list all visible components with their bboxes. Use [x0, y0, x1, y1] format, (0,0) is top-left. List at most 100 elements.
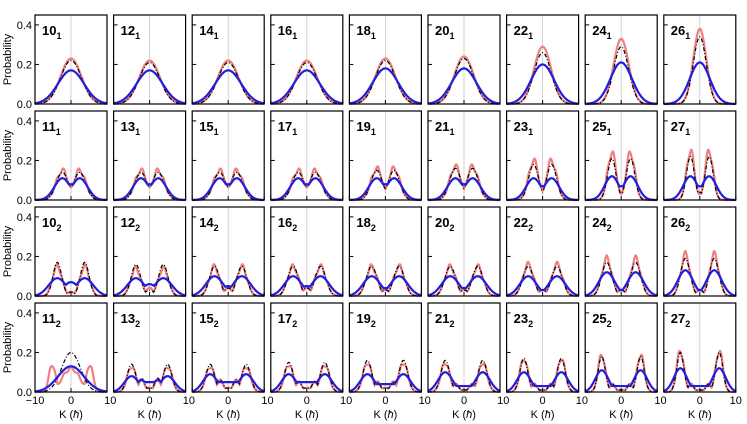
panel-label: 271	[671, 119, 690, 137]
y-axis-title: Probability	[2, 129, 14, 181]
panel-label-subscript: 1	[56, 31, 61, 41]
panel-label-number: 12	[121, 215, 135, 230]
panel-label-number: 23	[514, 119, 528, 134]
panel-label-number: 20	[435, 23, 449, 38]
series-blue-line	[663, 175, 736, 202]
series-blue-line	[191, 373, 265, 393]
panel-label-number: 17	[278, 311, 292, 326]
series-pink-line	[192, 263, 265, 298]
series-black-line	[428, 167, 500, 201]
panel-label: 252	[592, 311, 611, 329]
x-tick-label: 10	[340, 395, 352, 407]
panel-label-number: 25	[592, 311, 606, 326]
panel-26-2: 262	[663, 206, 737, 298]
panel-label: 182	[356, 215, 375, 233]
x-axis-title: K (ħ)	[688, 409, 712, 421]
series-blue-line	[584, 271, 658, 297]
y-axis-title: Probability	[2, 33, 14, 85]
panel-label: 201	[435, 23, 454, 41]
series-black-line	[192, 61, 265, 105]
panel-label-subscript: 1	[135, 127, 140, 137]
x-tick-label: 0	[697, 395, 703, 407]
x-axis-title-text: K (	[452, 409, 466, 421]
panel-25-1: 251	[584, 110, 658, 202]
y-axis-title: Probability	[2, 321, 14, 373]
series-blue-line	[113, 177, 186, 202]
x-tick-label: 0	[68, 395, 74, 407]
panel-15-1: 151	[191, 110, 265, 202]
panel-label: 131	[121, 119, 140, 137]
series-blue-line	[506, 177, 579, 202]
x-axis-title-text: K (	[609, 409, 623, 421]
panel-12-2: 122	[112, 206, 187, 298]
series-pink-line	[349, 263, 422, 298]
y-tick-label: 0.2	[17, 59, 32, 71]
panel-18-1: 181	[348, 14, 422, 106]
x-axis-title: K (ħ)	[59, 409, 83, 421]
panel-label-subscript: 2	[135, 223, 140, 233]
panel-label-number: 23	[514, 311, 528, 326]
panel-label: 261	[671, 23, 690, 41]
series-black-line	[192, 265, 265, 297]
x-tick-label: 10	[183, 395, 195, 407]
series-blue-line	[270, 373, 344, 393]
panel-label-subscript: 1	[292, 31, 297, 41]
panel-15-2: 152	[191, 302, 265, 394]
x-axis-title-unit: ħ	[545, 409, 551, 421]
panel-label-number: 13	[121, 119, 135, 134]
x-axis-title-unit: ħ	[309, 409, 315, 421]
series-blue-line	[349, 177, 422, 202]
x-axis-title-close: )	[629, 409, 633, 421]
panel-label-subscript: 1	[607, 127, 612, 137]
panel-label-subscript: 1	[214, 127, 219, 137]
panel-27-1: 271	[663, 110, 737, 202]
series-pink-line	[113, 265, 186, 298]
panel-label-number: 21	[435, 119, 449, 134]
panel-label: 221	[514, 23, 533, 41]
panel-label-subscript: 2	[214, 319, 219, 329]
series-blue-line	[113, 69, 186, 105]
panel-24-2: 242	[584, 206, 658, 298]
series-blue-line	[34, 69, 108, 105]
panel-20-1: 201	[427, 14, 501, 106]
panel-14-2: 142	[191, 206, 265, 298]
panel-label-subscript: 2	[214, 223, 219, 233]
panel-label-number: 19	[356, 311, 370, 326]
panel-10-1: 101 0.0 0.2 0.4	[17, 14, 108, 111]
panel-label: 121	[121, 23, 140, 41]
panel-22-2: 222	[506, 206, 580, 298]
x-tick-label: 0	[618, 395, 624, 407]
series-blue-line	[34, 277, 108, 297]
x-tick-label: 10	[576, 395, 588, 407]
panel-13-1: 131	[112, 110, 187, 202]
x-tick-label: 0	[461, 395, 467, 407]
panel-label: 181	[356, 23, 375, 41]
panel-label-subscript: 1	[607, 31, 612, 41]
panel-label-subscript: 1	[292, 127, 297, 137]
panel-17-1: 171	[270, 110, 344, 202]
panel-label-number: 18	[356, 23, 370, 38]
panel-label: 112	[42, 311, 61, 329]
series-blue-line	[663, 269, 736, 297]
panel-13-2: 132	[112, 302, 187, 394]
panel-14-1: 141	[191, 14, 265, 105]
panel-21-1: 211	[427, 110, 501, 202]
panel-label: 192	[356, 311, 375, 329]
x-axis-title-close: )	[79, 409, 83, 421]
panel-label-number: 16	[278, 23, 292, 38]
x-axis-title: K (ħ)	[216, 409, 240, 421]
series-blue-line	[506, 63, 579, 105]
y-tick-label: 0.2	[17, 347, 32, 359]
series-blue-line	[113, 375, 186, 393]
panel-label: 161	[278, 23, 297, 41]
panel-label-number: 22	[514, 23, 528, 38]
panel-label-subscript: 2	[685, 223, 690, 233]
panel-label-subscript: 2	[449, 223, 454, 233]
x-axis-title-text: K (	[138, 409, 152, 421]
y-tick-label: 0.4	[17, 212, 32, 224]
series-blue-line	[427, 371, 501, 392]
panel-12-1: 121	[112, 14, 187, 105]
panel-label-subscript: 1	[56, 127, 61, 137]
y-tick-label: 0.4	[17, 116, 32, 128]
